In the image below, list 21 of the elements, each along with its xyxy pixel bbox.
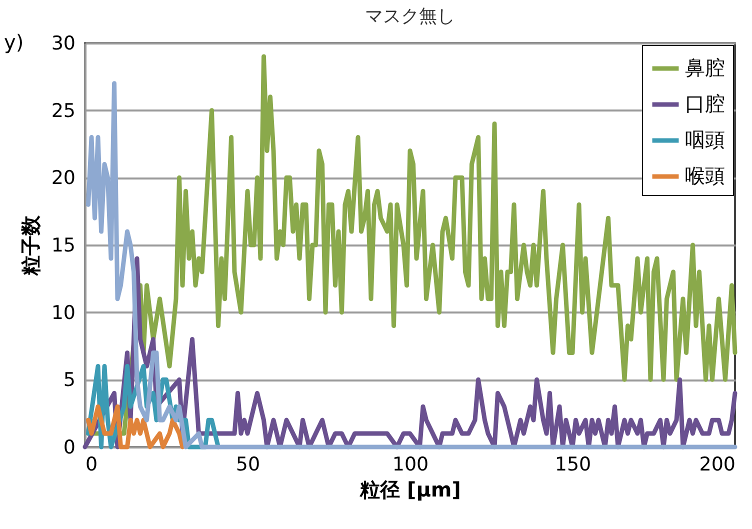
x-tick-label: 100	[392, 454, 429, 476]
y-tick-label: 5	[63, 369, 76, 392]
text: y)	[4, 30, 24, 54]
legend-label: 咽頭	[685, 128, 725, 152]
legend-label: 口腔	[685, 92, 725, 116]
y-tick-label: 0	[63, 436, 76, 458]
x-tick-label: 0	[86, 454, 98, 476]
line-series	[86, 404, 185, 450]
chart-title: マスク無し	[365, 6, 455, 27]
y-tick-label: 25	[51, 100, 76, 122]
legend-label: 喉頭	[685, 164, 725, 188]
y-tick-label: 10	[51, 302, 76, 324]
x-axis-title: 粒径 [μm]	[359, 478, 461, 502]
x-tick-label: 50	[236, 454, 260, 476]
y-axis-title: 粒子数	[18, 214, 42, 276]
x-tick-label: 150	[554, 454, 592, 476]
x-tick-label: 200	[699, 454, 736, 476]
y-tick-label: 30	[51, 32, 76, 54]
y-tick-label: 15	[51, 234, 76, 256]
legend-label: 鼻腔	[685, 56, 725, 80]
y-tick-label: 20	[51, 167, 76, 190]
